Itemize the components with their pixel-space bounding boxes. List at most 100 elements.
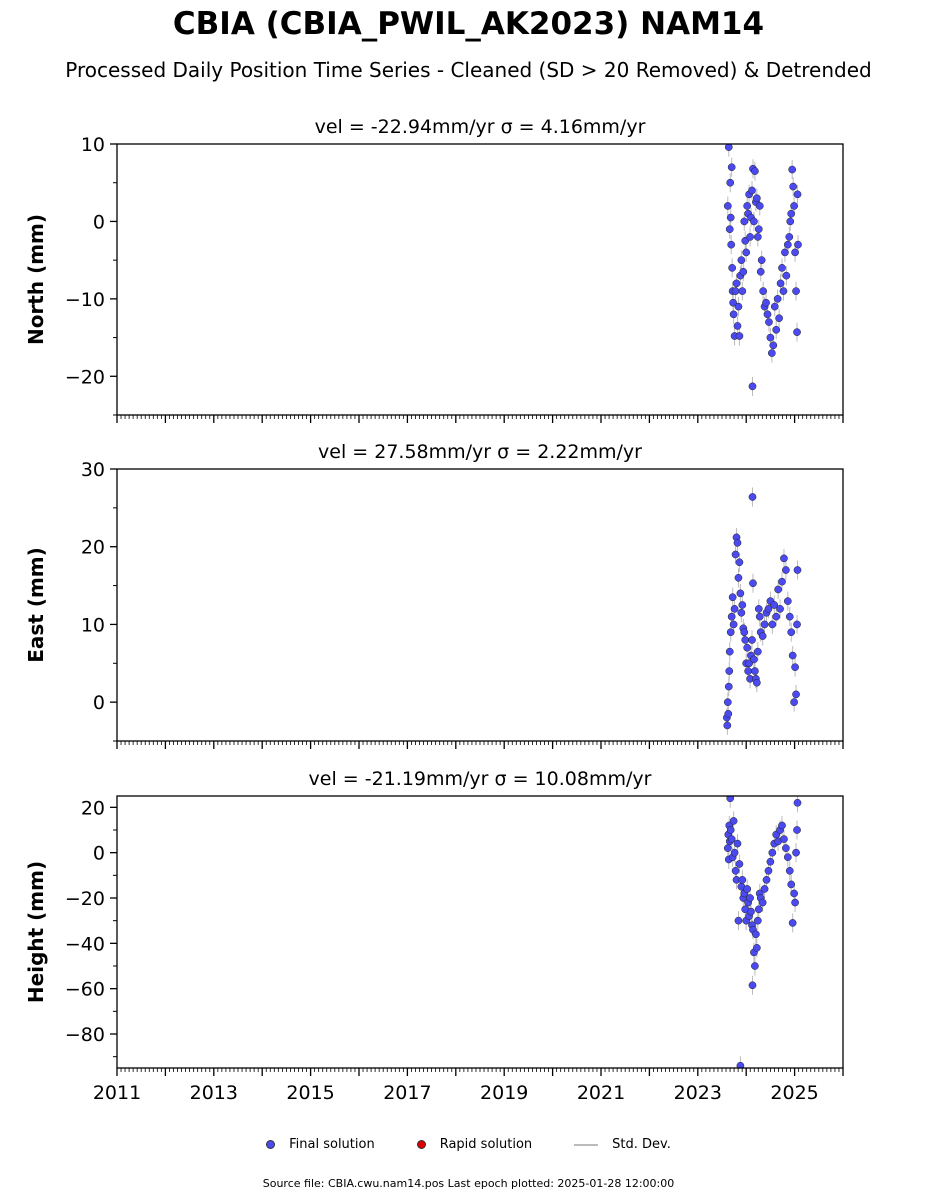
north-data-point [763,310,772,319]
north-data-point [748,186,756,195]
north-data-point [748,382,757,391]
east-data-point [724,682,733,691]
north-data-point [769,341,778,350]
east-ytick-label-1: 10 [81,614,105,636]
east-data-point [735,558,744,567]
height-data-group [723,796,802,1068]
east-data-point [793,620,801,629]
height-data-point [731,866,740,875]
east-data-point [743,643,752,652]
north-data-point [727,240,736,249]
north-data-point [782,271,791,280]
east-data-point [782,566,790,574]
north-data-point [733,322,742,330]
north-data-point [723,202,732,210]
east-data-point [764,605,773,613]
height-data-point [736,1061,745,1068]
north-data-point [770,302,779,311]
east-data-point [785,612,794,621]
north-data-point [756,267,765,276]
north-data-point [755,202,764,210]
east-data-point [731,550,740,559]
north-data-point [750,217,758,226]
height-ytick-label-3: −20 [65,888,105,910]
height-ytick-label-0: −80 [65,1024,105,1046]
north-data-point [793,328,801,337]
xtick-label-2017: 2017 [383,1082,431,1104]
north-data-group [723,144,802,396]
north-ytick-label-3: 10 [81,134,105,156]
north-data-point [776,279,785,288]
north-data-point [786,217,795,226]
north-data-point [775,314,783,323]
xtick-label-2023: 2023 [674,1082,722,1104]
north-data-point [766,333,775,342]
north-data-point [743,202,752,210]
height-data-point [766,857,775,866]
north-panel-title: vel = -22.94mm/yr σ = 4.16mm/yr [315,116,646,138]
east-data-point [737,608,746,617]
north-data-point [752,194,761,203]
north-data-point [790,202,798,210]
east-data-point [790,698,798,706]
height-data-point [752,944,761,952]
north-data-point [791,248,799,257]
height-ytick-label-2: −40 [65,933,105,955]
east-ytick-label-3: 30 [81,459,105,481]
east-data-point [723,698,732,706]
east-data-point [758,632,767,640]
east-data-point [753,647,762,656]
east-data-point [748,636,756,644]
north-data-point [729,298,737,307]
legend-marker-rapid [416,1140,426,1149]
east-data-point [727,612,736,621]
north-ytick-label-1: −10 [65,289,105,311]
height-data-point [764,866,773,875]
height-data-point [754,905,763,914]
height-data-point [726,826,735,834]
height-data-point [783,853,792,862]
east-data-point [772,612,781,621]
north-data-point [728,264,737,272]
north-data-point [789,182,797,191]
east-data-point [791,663,799,672]
height-axis-label: Height (mm) [24,861,48,1003]
north-data-point [768,349,776,357]
height-data-point [778,821,786,830]
east-data-point [725,667,734,675]
height-data-point [729,817,738,825]
east-axes-frame [116,468,844,742]
height-data-point [747,907,755,916]
east-data-point [788,651,797,660]
east-panel-title: vel = 27.58mm/yr σ = 2.22mm/yr [318,441,642,463]
east-data-point [792,690,800,699]
north-data-point [765,318,773,326]
east-data-point [774,585,782,594]
legend-item-final: Final solution [266,1137,375,1152]
chart-title: CBIA (CBIA_PWIL_AK2023) NAM14 [172,6,765,42]
north-data-point [794,240,802,249]
east-data-point [734,573,743,582]
north-data-point [740,217,749,226]
height-data-point [790,889,798,898]
height-data-point [762,876,771,884]
north-data-point [759,287,767,295]
east-data-point [740,628,749,637]
legend-label-final: Final solution [289,1137,375,1152]
legend-label-rapid: Rapid solution [439,1137,533,1152]
east-data-point [770,601,779,609]
east-data-point [725,647,734,656]
east-data-point [738,601,747,609]
north-data-point [746,233,754,241]
height-data-point [780,835,788,843]
east-data-point [754,605,763,613]
east-data-point [728,593,737,602]
height-data-point [785,866,794,875]
height-data-point [753,916,762,925]
height-data-point [792,848,800,857]
east-data-point [783,597,792,605]
north-data-point [734,302,743,311]
north-ytick-label-2: 0 [93,211,105,233]
east-data-point [755,612,764,621]
north-data-point [729,310,738,319]
